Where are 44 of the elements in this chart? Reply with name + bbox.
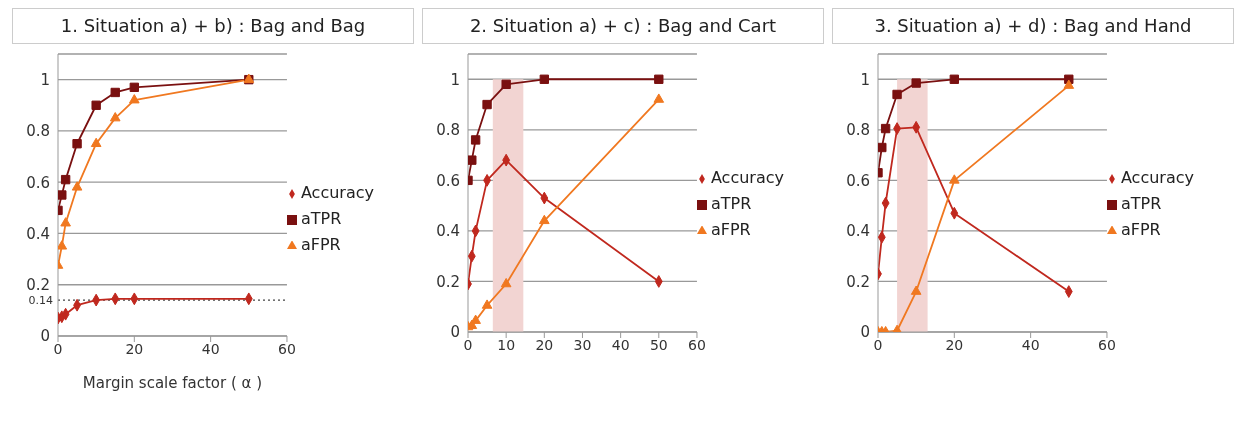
- x-tick-label: 40: [611, 336, 630, 353]
- legend-label: aTPR: [710, 194, 752, 213]
- y-tick-label: 0.2: [436, 272, 460, 291]
- legend-label: aFPR: [710, 220, 751, 239]
- legend-label: aTPR: [1120, 194, 1162, 213]
- legend-label: Accuracy: [300, 183, 374, 202]
- y-tick-label: 0.4: [436, 222, 460, 241]
- x-tick-label: 0: [873, 336, 883, 353]
- y-tick-label: 0.4: [26, 224, 50, 243]
- x-axis-title: Margin scale factor ( α ): [82, 374, 263, 392]
- legend-label: Accuracy: [710, 168, 784, 187]
- x-tick-label: 10: [497, 336, 516, 353]
- x-tick-label: 50: [649, 336, 668, 353]
- x-tick-label: 0: [53, 340, 63, 357]
- y-tick-label: 0.8: [26, 122, 50, 141]
- y-tick-label: 0.4: [846, 222, 870, 241]
- legend-label: aFPR: [1120, 220, 1161, 239]
- y-tick-label: 0.8: [846, 121, 870, 140]
- y-tick-label: 0.6: [436, 171, 460, 190]
- chart-title: 3. Situation a) + d) : Bag and Hand: [832, 8, 1234, 44]
- y-tick-label: 0.6: [26, 173, 50, 192]
- legend-label: Accuracy: [1120, 168, 1194, 187]
- legend-label: aTPR: [300, 209, 342, 228]
- x-tick-label: 20: [535, 336, 554, 353]
- y-tick-label: 0.2: [846, 272, 870, 291]
- y-tick-label: 0.8: [436, 121, 460, 140]
- y-tick-label: 1: [860, 70, 870, 89]
- chart-title: 1. Situation a) + b) : Bag and Bag: [12, 8, 414, 44]
- x-tick-label: 40: [1021, 336, 1040, 353]
- ref-line-label: 0.14: [28, 294, 53, 308]
- x-tick-label: 60: [1098, 336, 1116, 353]
- x-tick-label: 60: [688, 336, 706, 353]
- x-tick-label: 0: [463, 336, 473, 353]
- y-tick-label: 1: [40, 70, 50, 89]
- y-tick-label: 0.2: [26, 276, 50, 295]
- legend-label: aFPR: [300, 235, 341, 254]
- x-tick-label: 30: [573, 336, 592, 353]
- x-tick-label: 40: [201, 340, 220, 357]
- x-tick-label: 20: [945, 336, 964, 353]
- x-tick-label: 20: [125, 340, 144, 357]
- y-tick-label: 0.6: [846, 171, 870, 190]
- y-tick-label: 1: [450, 70, 460, 89]
- x-tick-label: 60: [278, 340, 296, 357]
- chart-title: 2. Situation a) + c) : Bag and Cart: [422, 8, 824, 44]
